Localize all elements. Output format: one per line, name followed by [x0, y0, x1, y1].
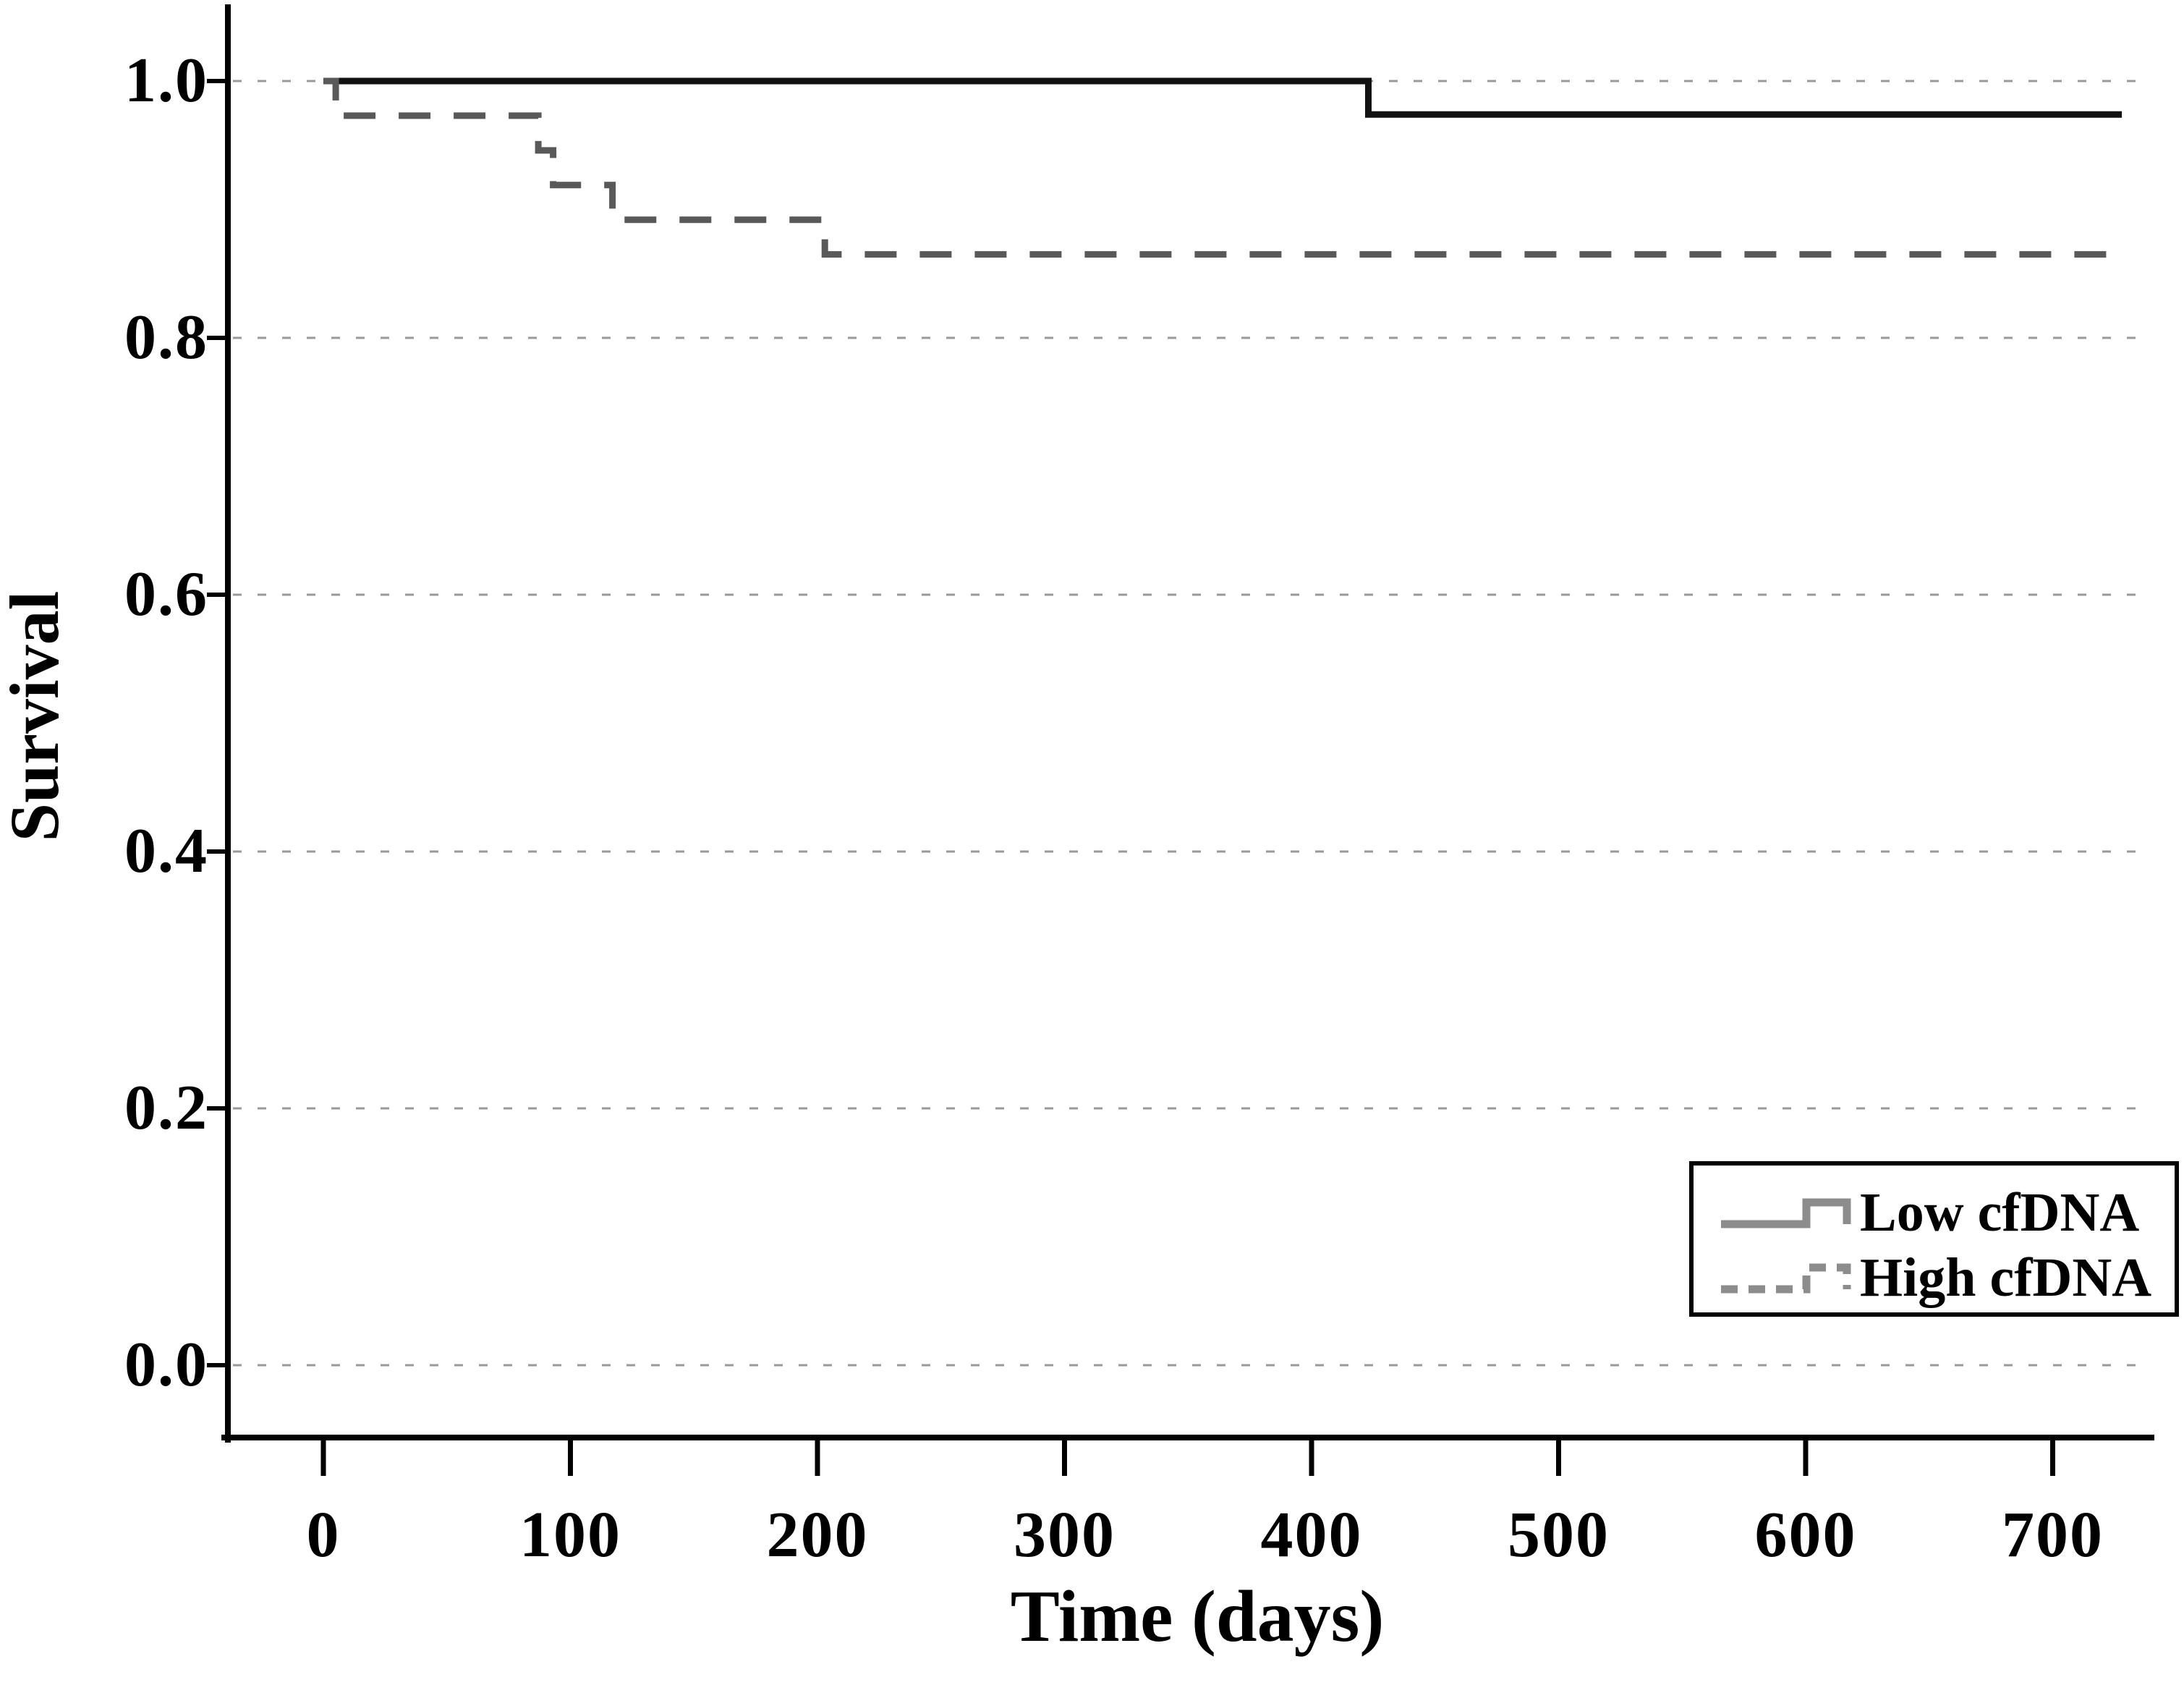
solid-step-line-icon	[1721, 1198, 1851, 1228]
x-tick-label-100: 100	[519, 1499, 621, 1571]
axis-tick-marks	[207, 79, 2055, 1476]
survival-curves	[323, 77, 2123, 258]
y-tick-label-0.0: 0.0	[124, 1330, 208, 1400]
legend: Low cfDNA High cfDNA	[1689, 1161, 2179, 1317]
legend-label-low-cfdna: Low cfDNA	[1860, 1182, 2140, 1243]
x-tick-label-400: 400	[1260, 1499, 1363, 1571]
x-tick-label-600: 600	[1754, 1499, 1857, 1571]
y-tick-label-0.8: 0.8	[124, 302, 208, 373]
x-tick-label-200: 200	[766, 1499, 869, 1571]
x-axis-title: Time (days)	[1010, 1576, 1385, 1657]
y-tick-label-0.6: 0.6	[124, 559, 208, 629]
curve-low-cfdna	[323, 77, 2123, 118]
x-tick-label-300: 300	[1014, 1499, 1116, 1571]
x-tick-label-0: 0	[306, 1499, 341, 1571]
curve-high-cfdna	[323, 77, 2120, 258]
y-tick-label-0.2: 0.2	[124, 1073, 208, 1143]
legend-item-low-cfdna: Low cfDNA	[1694, 1180, 2175, 1245]
legend-item-high-cfdna: High cfDNA	[1694, 1245, 2175, 1310]
legend-label-high-cfdna: High cfDNA	[1860, 1247, 2152, 1308]
x-tick-label-500: 500	[1508, 1499, 1610, 1571]
y-tick-label-0.4: 0.4	[124, 816, 208, 886]
dashed-step-line-icon	[1721, 1263, 1851, 1294]
axes	[221, 4, 2154, 1443]
y-axis-title: Survival	[0, 590, 73, 842]
x-tick-label-700: 700	[2002, 1499, 2104, 1571]
y-tick-label-1.0: 1.0	[124, 46, 208, 116]
